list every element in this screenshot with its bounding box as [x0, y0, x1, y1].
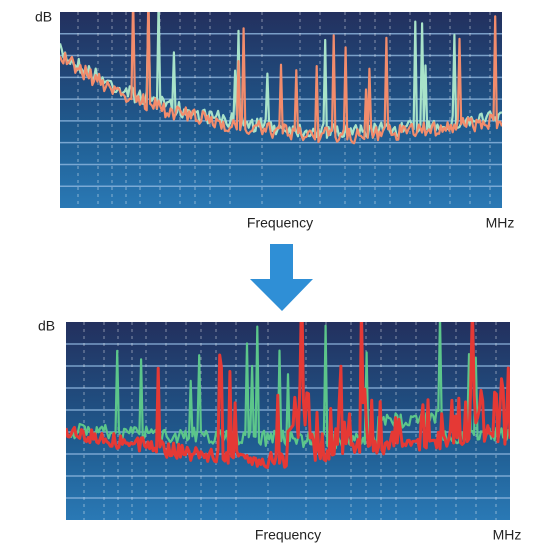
- x-axis-label: Frequency: [247, 215, 313, 231]
- down-arrow: [250, 244, 313, 311]
- spectrum-panel: [60, 12, 502, 208]
- spectrum-trace: [60, 12, 502, 145]
- spectrum-trace: [66, 322, 510, 469]
- spectrum-trace: [66, 322, 510, 450]
- y-axis-label: dB: [35, 9, 52, 25]
- spectrum-panel: [66, 322, 510, 520]
- unit-label: MHz: [486, 215, 515, 231]
- spectrum-trace: [60, 12, 502, 139]
- x-axis-label: Frequency: [255, 527, 321, 543]
- y-axis-label: dB: [38, 318, 55, 334]
- unit-label: MHz: [493, 527, 522, 543]
